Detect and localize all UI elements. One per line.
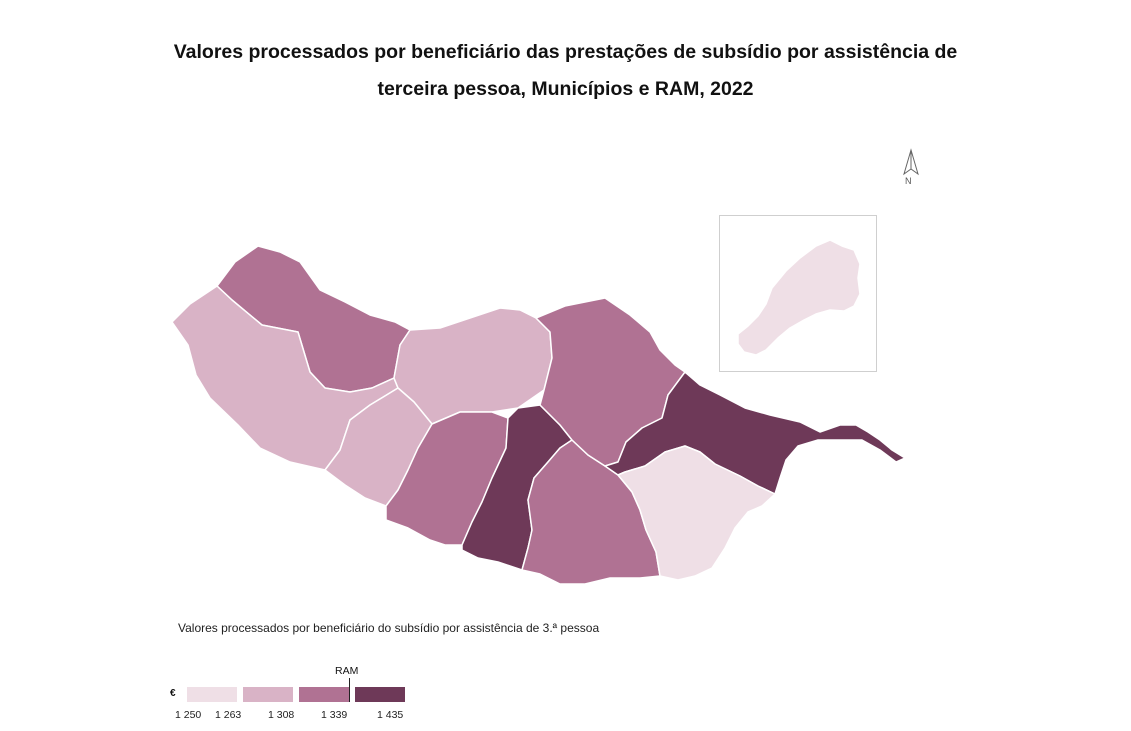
- municipality-porto-santo[interactable]: [737, 239, 861, 356]
- map-title-line-2: terceira pessoa, Municípios e RAM, 2022: [377, 78, 754, 100]
- porto-santo-inset: [719, 215, 877, 372]
- legend-unit: €: [170, 688, 176, 699]
- legend-tick-2: 1 263: [215, 709, 242, 721]
- municipality-machico[interactable]: [604, 371, 906, 495]
- legend-tick-3: 1 308: [268, 709, 295, 721]
- legend-swatch-3: [299, 687, 349, 702]
- municipality-santa-cruz[interactable]: [617, 445, 776, 581]
- map-title-line-1: Valores processados por beneficiário das…: [173, 41, 958, 63]
- legend-ram-marker: [349, 678, 350, 702]
- municipality-ribeira-brava[interactable]: [385, 411, 509, 546]
- legend-swatch-1: [187, 687, 237, 702]
- map-title: Valores processados por beneficiário das…: [0, 34, 1131, 108]
- legend-tick-5: 1 435: [377, 709, 404, 721]
- legend-tick-4: 1 339: [321, 709, 348, 721]
- north-arrow-label: N: [905, 176, 912, 186]
- legend-ram-label: RAM: [335, 665, 359, 677]
- porto-santo-map: [737, 239, 861, 356]
- north-arrow-icon: [903, 148, 919, 176]
- legend-title: Valores processados por beneficiário do …: [178, 621, 600, 635]
- legend-tick-1: 1 250: [175, 709, 202, 721]
- municipality-sao-vicente[interactable]: [393, 307, 553, 425]
- legend-swatch-2: [243, 687, 293, 702]
- legend-swatch-4: [355, 687, 405, 702]
